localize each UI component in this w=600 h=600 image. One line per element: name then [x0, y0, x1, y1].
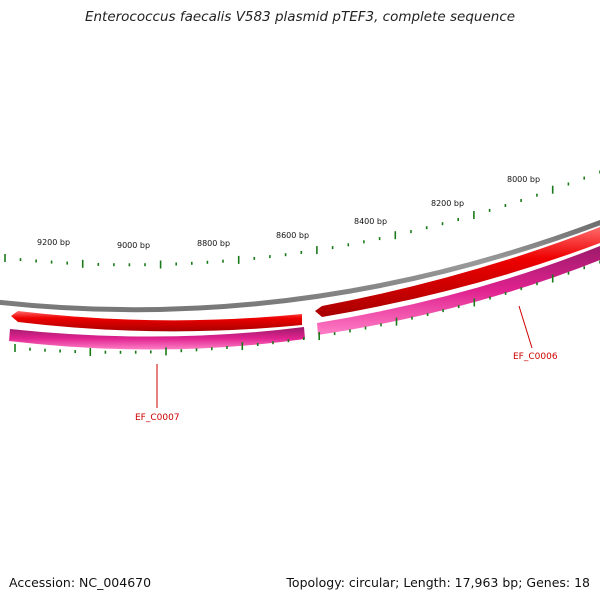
forward-gene-arc-left — [11, 311, 302, 332]
forward-gene-arc-right — [315, 227, 600, 317]
scale-label-8800: 8800 bp — [197, 239, 230, 248]
reverse-gene-arc-right — [317, 246, 600, 335]
scale-label-9000: 9000 bp — [117, 241, 150, 250]
outer-tick-marks — [4, 170, 600, 269]
map-title: Enterococcus faecalis V583 plasmid pTEF3… — [84, 9, 516, 25]
scale-label-8200: 8200 bp — [431, 199, 464, 208]
gene-label-ef-c0007: EF_C0007 — [135, 413, 180, 423]
scale-label-8400: 8400 bp — [354, 217, 387, 226]
gene-leader-ef-c0006 — [518, 305, 533, 349]
accession-text: Accession: NC_004670 — [9, 575, 152, 590]
scale-label-9200: 9200 bp — [37, 238, 70, 247]
summary-text: Topology: circular; Length: 17,963 bp; G… — [286, 575, 590, 590]
gene-label-ef-c0006: EF_C0006 — [513, 352, 558, 362]
backbone-circle — [0, 219, 600, 313]
inner-tick-marks — [14, 260, 600, 356]
scale-label-8000: 8000 bp — [507, 175, 540, 184]
reverse-gene-arc-left — [9, 327, 305, 350]
scale-label-8600: 8600 bp — [276, 231, 309, 240]
